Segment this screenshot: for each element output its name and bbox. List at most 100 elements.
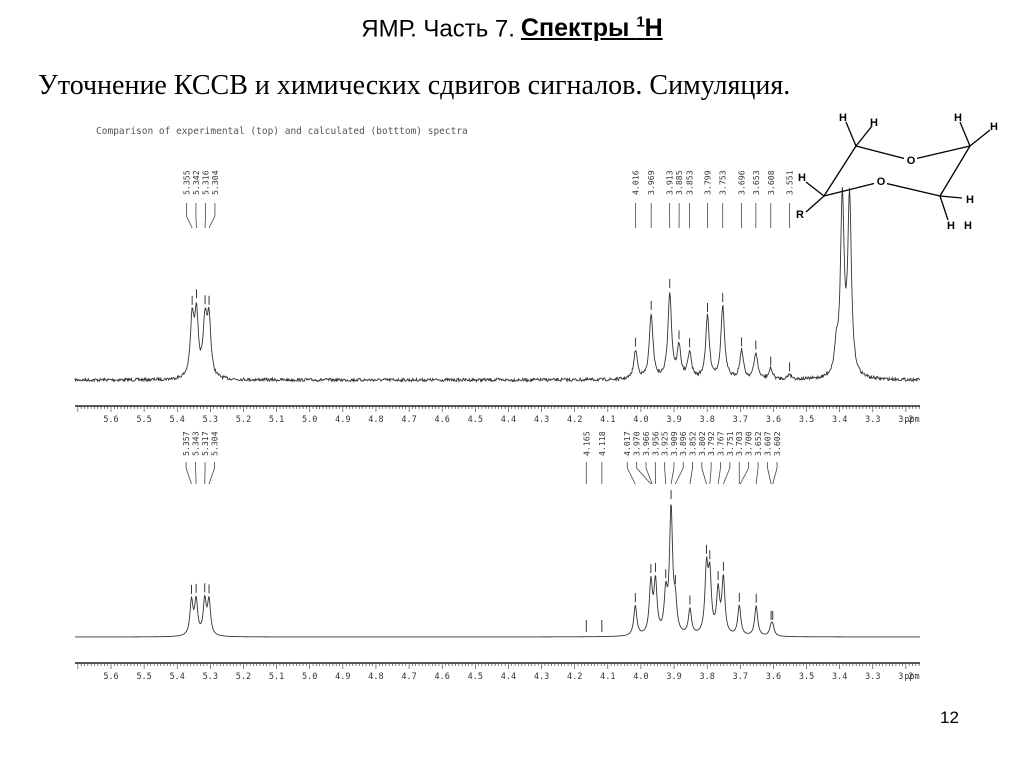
atom-label: H (947, 220, 955, 232)
bond (939, 145, 971, 197)
label-connector (755, 467, 759, 485)
x-tick-label: 4.7 (401, 672, 416, 682)
peak-label: 3.700 (744, 431, 754, 456)
x-axis-label: ppm (904, 415, 919, 425)
peak-label: 5.317 (200, 431, 210, 456)
peak-label: 5.316 (200, 170, 210, 195)
x-tick-label: 3.4 (832, 415, 847, 425)
x-tick-label: 5.6 (103, 415, 118, 425)
x-tick-label: 3.3 (865, 672, 880, 682)
x-tick-label: 3.7 (733, 415, 748, 425)
x-tick-label: 5.4 (170, 415, 185, 425)
page-number: 12 (940, 708, 959, 727)
x-tick-label: 4.3 (534, 415, 549, 425)
x-tick-label: 3.2 (898, 672, 913, 682)
atom-label: H (990, 121, 998, 133)
x-tick-label: 5.2 (236, 672, 251, 682)
peak-label: 3.653 (751, 170, 761, 195)
peak-label: 5.304 (210, 170, 220, 195)
peak-label: 3.696 (737, 170, 747, 195)
label-connector (675, 467, 684, 485)
peak-label: 5.342 (191, 170, 201, 195)
x-tick-label: 3.5 (799, 672, 814, 682)
bond (879, 181, 941, 197)
x-tick-label: 5.4 (170, 672, 185, 682)
x-tick-label: 4.3 (534, 672, 549, 682)
x-tick-label: 4.9 (335, 415, 350, 425)
peak-label: 3.652 (753, 431, 763, 456)
label-connector (723, 467, 731, 485)
x-tick-label: 4.1 (600, 415, 615, 425)
peak-label: 3.602 (772, 431, 782, 456)
x-tick-label: 5.6 (103, 672, 118, 682)
peak-label: 4.016 (631, 170, 641, 195)
atom-label: O (907, 155, 916, 167)
x-tick-label: 3.4 (832, 672, 847, 682)
x-tick-label: 4.8 (368, 672, 383, 682)
peak-label: 5.304 (210, 431, 220, 456)
atom-label: H (966, 194, 974, 206)
x-tick-label: 4.6 (435, 415, 450, 425)
peak-label: 3.966 (641, 431, 651, 456)
label-connector (772, 467, 778, 485)
peak-label: 3.970 (632, 431, 642, 456)
x-tick-label: 4.0 (633, 672, 648, 682)
peak-label: 4.165 (581, 431, 591, 456)
x-tick-label: 3.9 (666, 672, 681, 682)
bottom-ppm-axis: 5.6 5.5 5.4 5.3 5.2 5.1 5.0 4.9 4.8 4.7 4.6 4.5 4.4 4… (75, 662, 920, 682)
label-connector (664, 467, 667, 485)
label-connector (195, 215, 197, 229)
x-tick-label: 3.6 (766, 672, 781, 682)
top-peak-markers (191, 278, 791, 372)
x-tick-label: 4.5 (468, 415, 483, 425)
atom-label: R (796, 209, 804, 221)
label-connector (701, 467, 707, 485)
x-tick-label: 4.4 (501, 672, 516, 682)
slide-title: ЯМР. Часть 7. Спектры 1H (0, 14, 1024, 43)
x-tick-label: 3.6 (766, 415, 781, 425)
x-tick-label: 4.5 (468, 672, 483, 682)
peak-label: 3.913 (665, 170, 675, 195)
bond (959, 121, 971, 147)
bond (939, 195, 963, 199)
x-tick-label: 4.1 (600, 672, 615, 682)
label-connector (626, 467, 636, 485)
peak-label: 4.017 (622, 431, 632, 456)
peak-label: 3.767 (715, 431, 725, 456)
peak-label: 3.909 (669, 431, 679, 456)
peak-label: 5.357 (181, 431, 191, 456)
x-tick-label: 3.8 (699, 672, 714, 682)
top-ppm-axis: 5.6 5.5 5.4 5.3 5.2 5.1 5.0 4.9 4.8 4.7 4.6 4.5 4.4 4… (75, 405, 920, 425)
peak-label: 4.118 (597, 431, 607, 456)
x-tick-label: 5.5 (136, 415, 151, 425)
x-tick-label: 4.0 (633, 415, 648, 425)
title-tail: H (644, 14, 663, 43)
bottom-peak-labels: 5.357 5.343 5.317 5.304 4.165 4.118 4.017 3.970… (181, 431, 782, 456)
peak-label: 3.969 (646, 170, 656, 195)
peak-label: 3.802 (697, 431, 707, 456)
x-tick-label: 4.2 (567, 415, 582, 425)
label-connector (645, 467, 653, 485)
label-connector (208, 467, 215, 485)
title-superscript: 1 (636, 14, 645, 31)
peak-label: 5.355 (181, 170, 191, 195)
bond (909, 145, 971, 161)
peak-label: 5.343 (191, 431, 201, 456)
peak-label: 3.551 (785, 170, 795, 195)
x-tick-label: 5.3 (203, 415, 218, 425)
peak-label: 3.608 (766, 170, 776, 195)
x-tick-label: 3.9 (666, 415, 681, 425)
x-tick-label: 5.0 (302, 415, 317, 425)
x-tick-label: 3.7 (733, 672, 748, 682)
top-spectrum-line (74, 187, 921, 384)
peak-label: 3.885 (674, 170, 684, 195)
dioxane-atoms: H H H H O H O H R H H (796, 112, 998, 232)
label-connector (670, 467, 675, 485)
x-tick-label: 3.3 (865, 415, 880, 425)
x-tick-label: 4.6 (435, 672, 450, 682)
label-connector (717, 467, 721, 485)
label-connector (186, 215, 193, 229)
bottom-label-connectors (185, 462, 778, 485)
x-axis-label: ppm (904, 672, 919, 682)
atom-label: H (798, 172, 806, 184)
